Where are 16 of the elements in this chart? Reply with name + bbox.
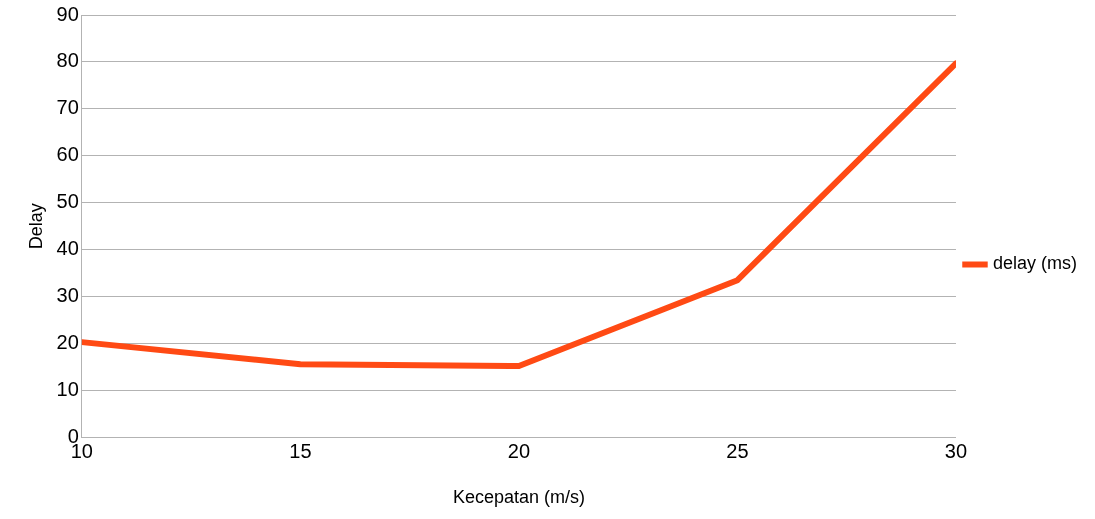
x-tick-label: 25 [726, 439, 749, 462]
y-tick-label: 40 [56, 237, 79, 260]
y-tick-label: 30 [56, 284, 79, 307]
y-tick-label: 20 [56, 331, 79, 354]
y-tick-label: 80 [56, 49, 79, 72]
y-axis-title: Delay [25, 203, 46, 250]
x-tick-label: 20 [507, 439, 531, 462]
y-tick-label: 60 [56, 143, 79, 166]
x-axis-title: Kecepatan (m/s) [452, 487, 585, 508]
y-tick-label: 70 [56, 96, 79, 119]
y-tick-label: 10 [56, 377, 79, 400]
x-tick-label: 30 [944, 439, 968, 462]
y-tick-label: 90 [56, 2, 79, 25]
legend-label: delay (ms) [992, 253, 1077, 274]
y-tick-label: 50 [56, 190, 79, 213]
x-tick-label: 15 [289, 439, 312, 462]
